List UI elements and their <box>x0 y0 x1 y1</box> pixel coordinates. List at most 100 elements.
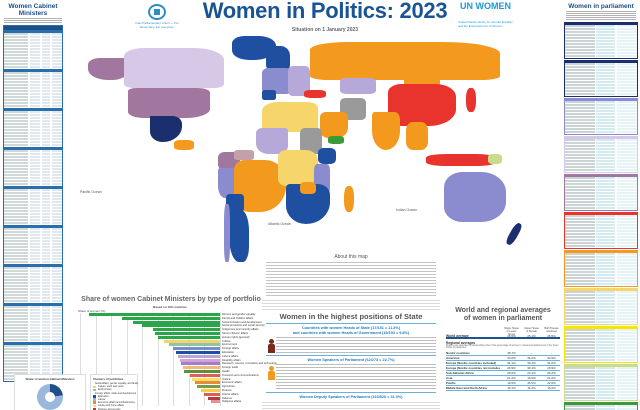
region-row: Americas 34.6% 36.2% 34.9% <box>446 356 560 361</box>
table-row <box>565 294 637 297</box>
table-row <box>565 81 637 84</box>
table-row <box>565 101 637 104</box>
table-row <box>4 246 62 249</box>
map-canada <box>124 48 224 88</box>
rank-group <box>564 22 638 59</box>
table-row <box>4 294 62 297</box>
bar <box>179 358 220 362</box>
divider <box>266 355 436 356</box>
donut-chart <box>37 384 63 410</box>
panel-title-line1: Women Cabinet <box>8 3 58 10</box>
table-row <box>4 330 62 333</box>
region-group-header <box>4 108 62 111</box>
table-row <box>4 363 62 366</box>
table-row <box>4 126 62 129</box>
donut-title: Share of women Cabinet Ministers <box>25 377 75 381</box>
cabinet-ministers-panel: Women Cabinet Ministers <box>0 0 66 410</box>
table-row <box>4 102 62 105</box>
regional-table-header: Single House or Lower House Upper House … <box>446 327 560 336</box>
table-row <box>565 34 637 37</box>
region-value: 45.7% <box>507 351 516 355</box>
legend-item: Culture, sport and youth <box>93 385 135 388</box>
region-value: 36.2% <box>527 356 536 360</box>
table-row <box>4 216 62 219</box>
table-row <box>565 46 637 49</box>
table-row <box>4 192 62 195</box>
region-value: 30.1% <box>527 361 536 365</box>
table-row <box>4 360 62 363</box>
table-row <box>565 332 637 335</box>
region-row: Europe (Nordic countries not included) 29… <box>446 366 560 371</box>
bar-label: Foreign affairs <box>222 347 240 351</box>
table-row <box>4 48 62 51</box>
table-row <box>565 145 637 148</box>
table-row <box>565 367 637 370</box>
regional-note: Regions are classified by descending ord… <box>446 345 559 349</box>
table-row <box>4 84 62 87</box>
col-header-combined: Both Houses combined <box>544 327 559 333</box>
table-row <box>4 279 62 282</box>
table-row <box>4 297 62 300</box>
table-row <box>565 221 637 224</box>
table-row <box>4 123 62 126</box>
table-row <box>4 309 62 312</box>
table-row <box>565 391 637 394</box>
table-row <box>565 113 637 116</box>
legend-swatch <box>93 398 96 401</box>
map-central-america <box>174 140 194 150</box>
table-row <box>565 87 637 90</box>
map-madagascar <box>344 186 354 212</box>
footnotes <box>262 402 440 410</box>
bar <box>195 381 220 385</box>
map-sudan <box>300 128 322 154</box>
table-row <box>565 329 637 332</box>
table-row <box>4 36 62 39</box>
map-venezuela <box>234 150 254 160</box>
table-row <box>4 300 62 303</box>
bar <box>153 328 220 332</box>
about-section: About this map <box>266 254 436 298</box>
gridline <box>142 313 144 406</box>
map-alaska <box>88 58 128 80</box>
region-value: 19.0% <box>527 376 536 380</box>
heads-of-government-heading: and countries with women Heads of Govern… <box>292 331 410 335</box>
map-spain <box>262 90 276 100</box>
table-row <box>565 201 637 204</box>
bar-label: Research, science, innovation and techno… <box>222 362 277 366</box>
table-row <box>565 253 637 256</box>
table-row <box>4 198 62 201</box>
ocean-label-pacific: Pacific Ocean <box>80 190 102 194</box>
table-row <box>4 243 62 246</box>
table-row <box>4 105 62 108</box>
table-row <box>565 341 637 344</box>
table-row <box>565 163 637 166</box>
legend-label: Justice and home affairs <box>98 404 124 408</box>
table-row <box>565 376 637 379</box>
chart-legend: Clusters of portfolios Social affairs, g… <box>90 374 138 410</box>
table-row <box>4 210 62 213</box>
table-row <box>565 122 637 125</box>
table-row <box>4 282 62 285</box>
table-row <box>565 160 637 163</box>
table-row <box>565 104 637 107</box>
table-row <box>565 84 637 87</box>
rank-group <box>564 60 638 97</box>
table-row <box>565 382 637 385</box>
rank-group <box>564 98 638 135</box>
map-east-europe <box>288 66 310 96</box>
table-row <box>4 327 62 330</box>
panel-subtitle <box>566 11 636 21</box>
table-row <box>565 318 637 321</box>
region-value: 19.5% <box>507 381 516 385</box>
legend-swatch <box>93 407 96 410</box>
table-row <box>4 351 62 354</box>
bar <box>190 373 220 377</box>
table-row <box>4 357 62 360</box>
divider <box>266 392 436 393</box>
heads-of-state-heading: Countries with women Heads of State (17/… <box>301 326 400 330</box>
table-row <box>565 43 637 46</box>
table-row <box>565 233 637 236</box>
table-row <box>565 192 637 195</box>
bar-label: Economic affairs <box>222 381 242 385</box>
table-row <box>565 125 637 128</box>
